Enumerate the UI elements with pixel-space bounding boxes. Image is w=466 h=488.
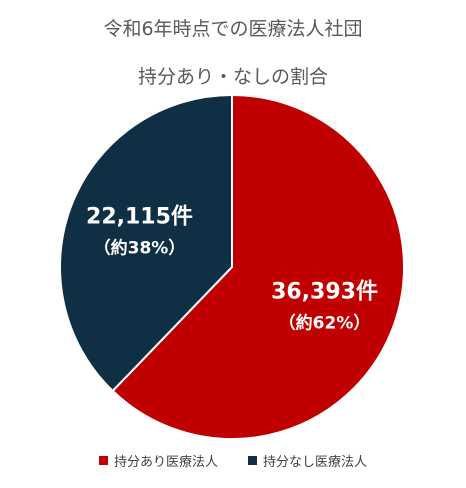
data-label-percent-mochibun-nashi: （約38%） [94,238,186,259]
legend-swatch-mochibun-ari [98,456,108,465]
legend: 持分あり医療法人 持分なし医療法人 [0,451,466,470]
legend-label-mochibun-nashi: 持分なし医療法人 [263,455,368,470]
legend-item-mochibun-nashi: 持分なし医療法人 [248,451,367,470]
legend-label-mochibun-ari: 持分あり医療法人 [113,455,218,470]
legend-item-mochibun-ari: 持分あり医療法人 [98,451,218,470]
chart-title: 令和6年時点での医療法人社団 [103,18,363,40]
pie-slice-mochibun-ari [111,93,405,440]
legend-swatch-mochibun-nashi [248,456,257,465]
pie-slice-mochibun-nashi [59,93,233,393]
data-label-value-mochibun-ari: 36,393件 [271,279,378,304]
data-label-percent-mochibun-ari: （約62%） [279,312,371,333]
data-label-value-mochibun-nashi: 22,115件 [86,205,193,230]
chart-subtitle: 持分あり・なしの割合 [137,66,328,88]
